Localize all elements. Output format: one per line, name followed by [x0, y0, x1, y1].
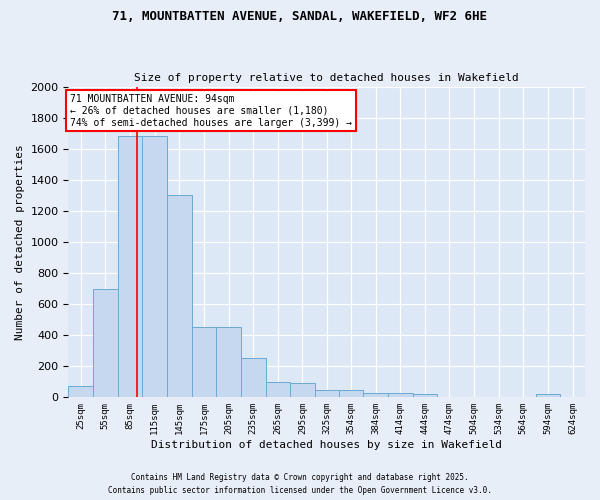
- Bar: [290, 384, 315, 398]
- Bar: [363, 392, 388, 398]
- Bar: [315, 390, 338, 398]
- Bar: [241, 358, 266, 398]
- Y-axis label: Number of detached properties: Number of detached properties: [15, 144, 25, 340]
- Title: Size of property relative to detached houses in Wakefield: Size of property relative to detached ho…: [134, 73, 519, 83]
- Bar: [536, 394, 560, 398]
- Bar: [68, 386, 93, 398]
- Bar: [388, 392, 413, 398]
- Text: 71 MOUNTBATTEN AVENUE: 94sqm
← 26% of detached houses are smaller (1,180)
74% of: 71 MOUNTBATTEN AVENUE: 94sqm ← 26% of de…: [70, 94, 352, 128]
- Bar: [142, 136, 167, 398]
- Bar: [93, 288, 118, 398]
- Bar: [338, 390, 363, 398]
- Bar: [216, 328, 241, 398]
- Text: Contains HM Land Registry data © Crown copyright and database right 2025.
Contai: Contains HM Land Registry data © Crown c…: [108, 474, 492, 495]
- Bar: [118, 136, 142, 398]
- Bar: [413, 394, 437, 398]
- X-axis label: Distribution of detached houses by size in Wakefield: Distribution of detached houses by size …: [151, 440, 502, 450]
- Bar: [167, 196, 191, 398]
- Text: 71, MOUNTBATTEN AVENUE, SANDAL, WAKEFIELD, WF2 6HE: 71, MOUNTBATTEN AVENUE, SANDAL, WAKEFIEL…: [113, 10, 487, 23]
- Bar: [191, 328, 216, 398]
- Bar: [266, 382, 290, 398]
